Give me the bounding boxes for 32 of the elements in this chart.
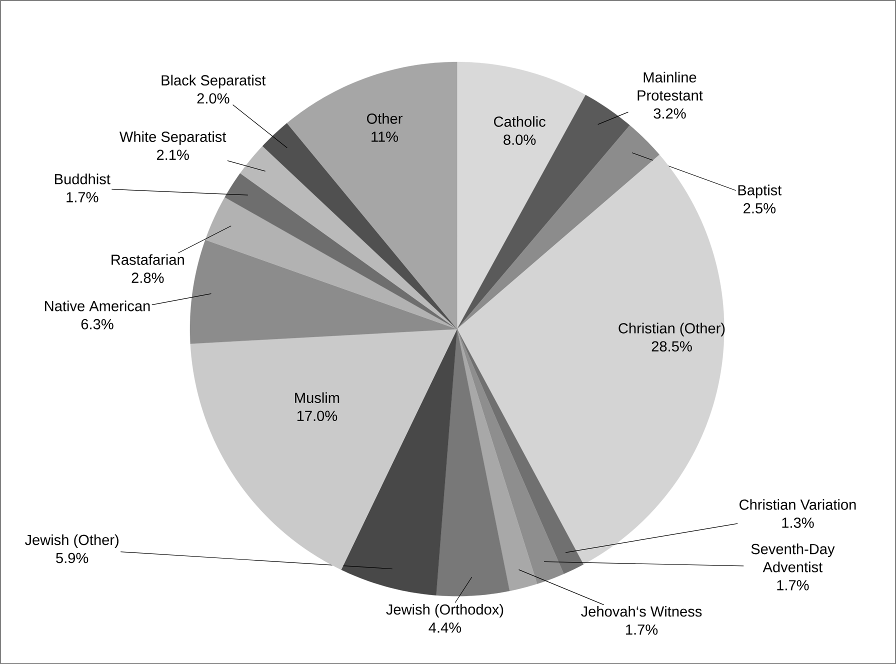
slice-label: White Separatist [120,131,226,145]
data-label: 2.8% [132,272,164,283]
slice-label: Jewish (Orthodox) [386,604,504,618]
slice-label: Native American [45,300,150,312]
data-label: 1.7% [66,192,98,202]
slice-label: Christian (Other) [618,322,725,336]
data-label: 2.5% [744,203,776,214]
slice-label: Black Separatist [162,74,266,88]
data-label: 11% [372,132,398,142]
data-label: 1.3% [782,517,814,528]
data-label: 17.0% [297,410,338,421]
data-label: 2.1% [157,150,189,160]
data-label: 3.2% [654,108,686,119]
slice-label: Rastafarian [112,254,184,265]
slice-label: Catholic [494,116,546,127]
slice-label: Baptist [738,184,782,198]
slice-label: Jewish (Other) [24,534,118,548]
slice-label: Jehovah‘s Witness [581,606,702,617]
slice-label: Buddhist [55,174,110,184]
data-label: 28.5% [652,341,692,352]
slice-label: Muslim [295,392,340,403]
data-label: 5.9% [56,552,88,564]
slice-label: Mainline Protestant [638,72,703,100]
data-label: 8.0% [504,134,536,145]
data-label: 6.3% [81,318,114,330]
data-label: 4.4% [428,622,462,633]
slice-label: Other [366,113,402,124]
slice-label: Christian Variation [740,499,856,510]
data-label: 1.7% [626,624,658,635]
data-label: 1.7% [777,580,809,590]
data-label: 2.0% [197,93,230,104]
slice-label: Seventh-Day Adventist [751,543,835,572]
